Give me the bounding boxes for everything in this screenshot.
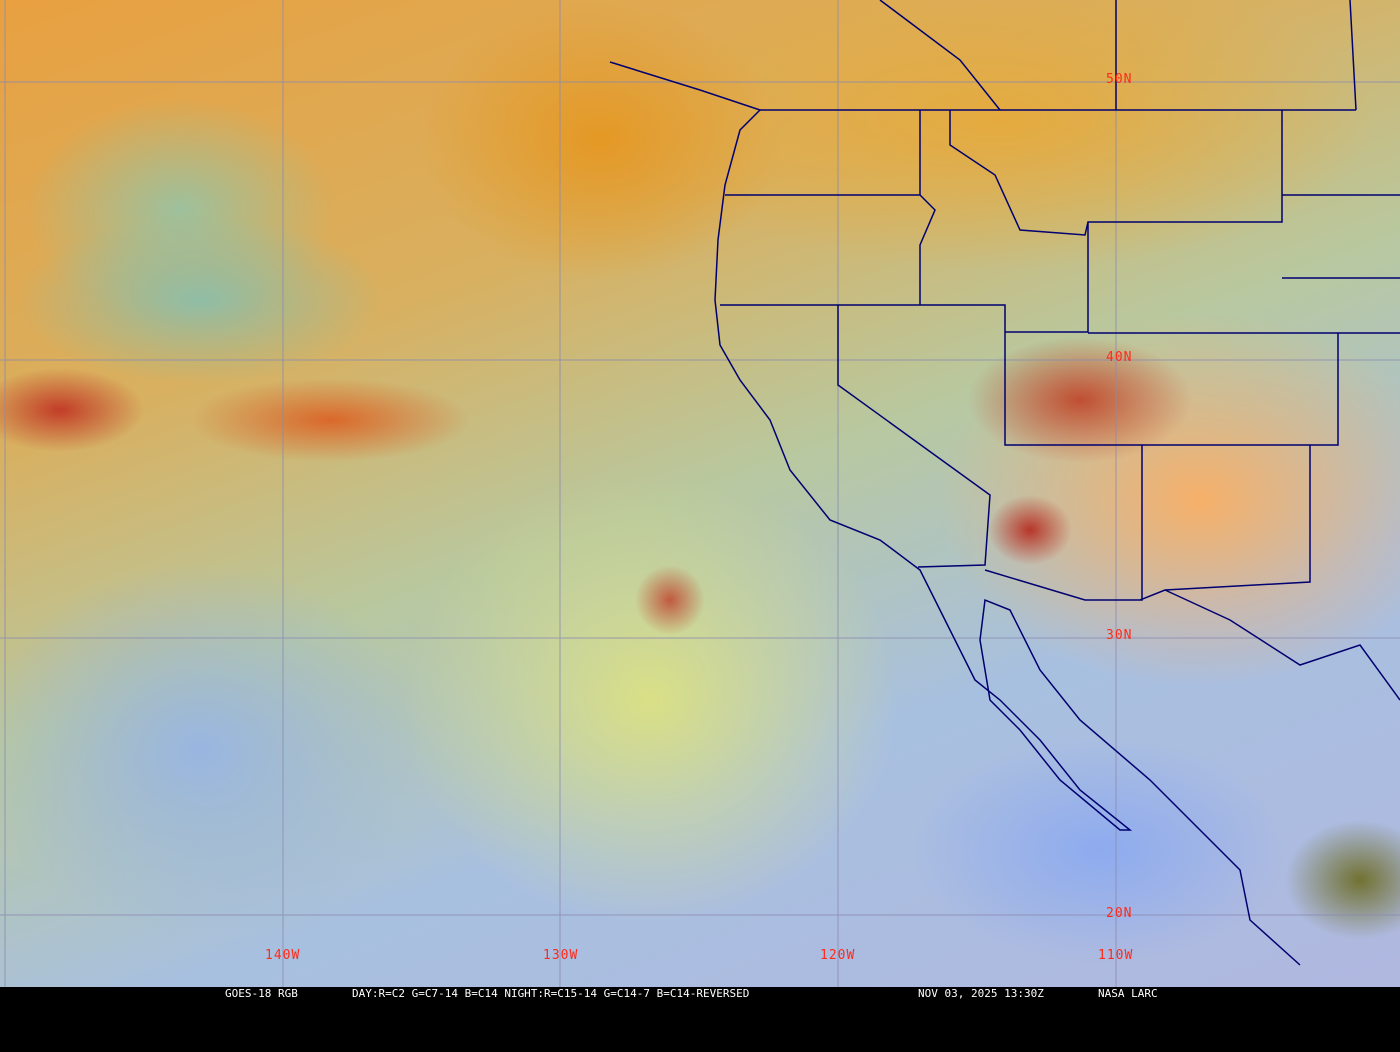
caption-recipe: DAY:R=C2 G=C7-14 B=C14 NIGHT:R=C15-14 G=… — [352, 987, 750, 1000]
lat-label-20n: 20N — [1106, 906, 1133, 921]
lon-label-130w: 130W — [543, 948, 579, 963]
state-borders — [720, 110, 1400, 601]
lat-label-40n: 40N — [1106, 350, 1133, 365]
caption-bar: GOES-18 RGB DAY:R=C2 G=C7-14 B=C14 NIGHT… — [0, 987, 1400, 1000]
caption-source: NASA LARC — [1098, 987, 1158, 1000]
mexico-border — [1164, 589, 1400, 701]
canada-provinces — [879, 0, 1357, 111]
lat-label-50n: 50N — [1106, 72, 1133, 87]
political-borders — [609, 0, 1400, 966]
lat-label-30n: 30N — [1106, 628, 1133, 643]
coastline — [609, 61, 1301, 966]
lon-label-140w: 140W — [265, 948, 301, 963]
lat-lon-grid — [0, 0, 1400, 987]
caption-satellite: GOES-18 RGB — [225, 987, 298, 1000]
caption-timestamp: NOV 03, 2025 13:30Z — [918, 987, 1044, 1000]
satellite-image: 50N 40N 30N 20N 140W 130W 120W 110W — [0, 0, 1400, 987]
map-overlay — [0, 0, 1400, 987]
lon-label-110w: 110W — [1098, 948, 1134, 963]
lon-label-120w: 120W — [820, 948, 856, 963]
